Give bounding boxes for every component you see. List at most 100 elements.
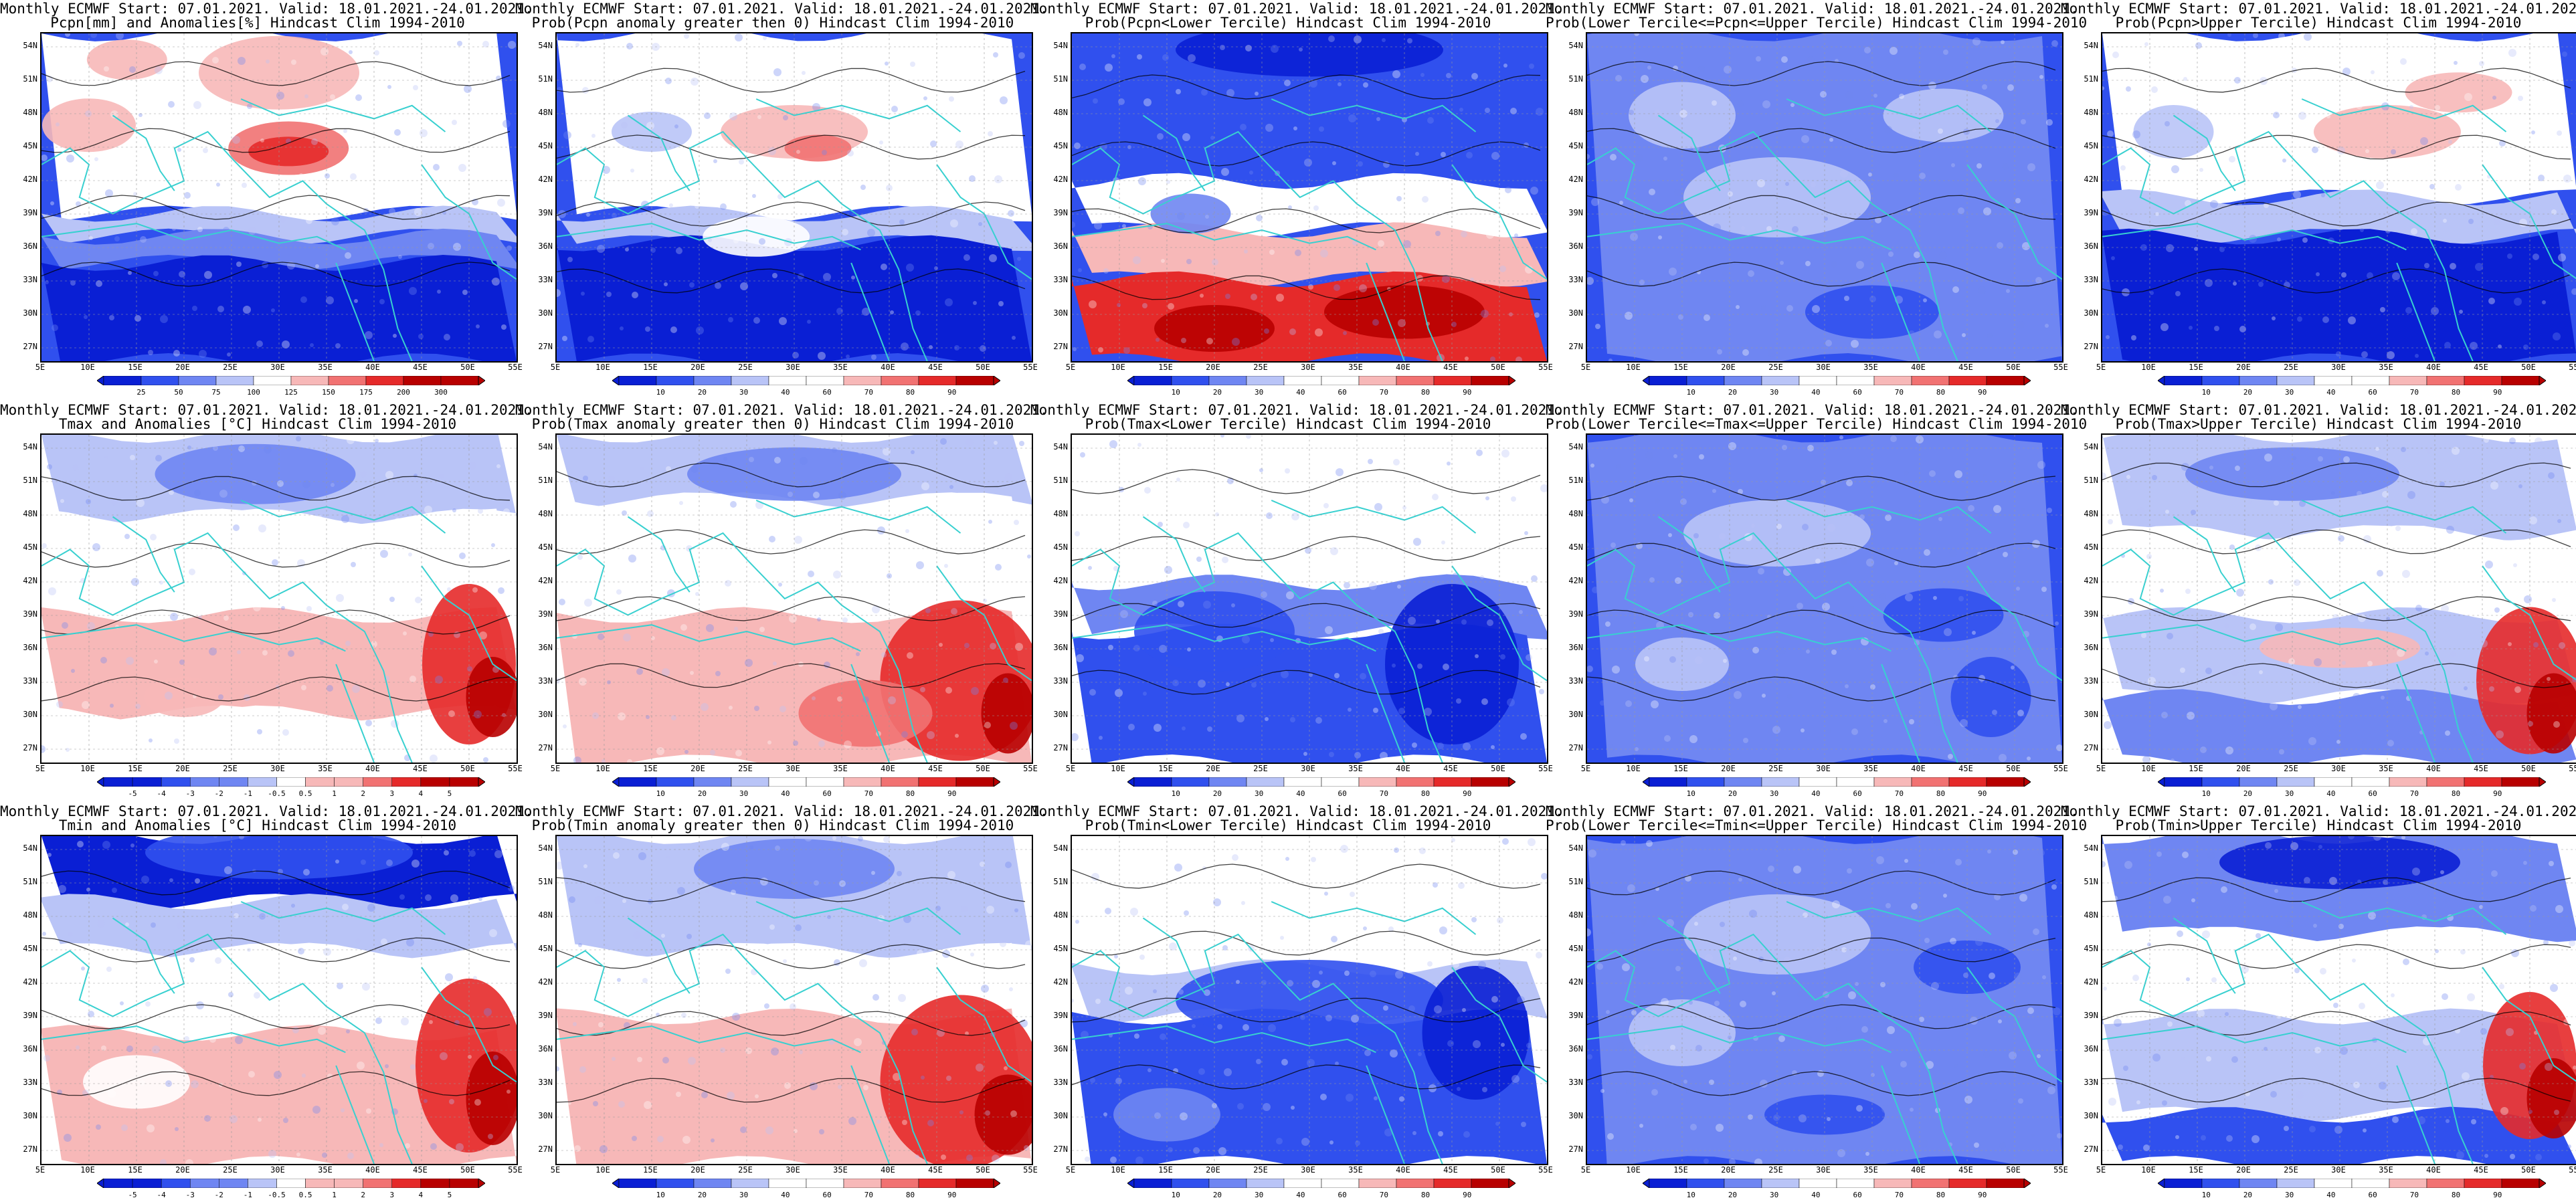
latitude-label: 36N — [1568, 643, 1583, 652]
colorbar-label: -2 — [214, 789, 223, 798]
latitude-label: 36N — [23, 1044, 37, 1054]
longitude-label: 5E — [550, 363, 561, 372]
longitude-label: 30E — [270, 363, 285, 372]
latitude-label: 48N — [2084, 108, 2098, 117]
longitude-label: 20E — [175, 1165, 190, 1175]
latitude-label: 45N — [2084, 944, 2098, 953]
longitude-label: 10E — [1626, 764, 1641, 773]
colorbar-label: 10 — [656, 1191, 665, 1199]
longitude-label: 25E — [223, 363, 238, 372]
latitude-label: 33N — [1568, 676, 1583, 686]
latitude-label: 36N — [1568, 1044, 1583, 1054]
colorbar-label: 40 — [781, 388, 790, 397]
colorbar-label: 40 — [1296, 1191, 1305, 1199]
longitude-label: 45E — [1958, 1165, 1973, 1175]
colorbar-label: 30 — [1255, 1191, 1264, 1199]
colorbar — [1127, 1179, 1515, 1188]
colorbar-label: 40 — [1296, 388, 1305, 397]
longitude-label: 40E — [1396, 1165, 1410, 1175]
forecast-panel: Monthly ECMWF Start: 07.01.2021. Valid: … — [515, 401, 1048, 803]
longitude-label: 50E — [460, 764, 475, 773]
latitude-label: 30N — [2084, 710, 2098, 719]
colorbar-label: 80 — [2451, 388, 2461, 397]
latitude-label: 45N — [538, 141, 553, 150]
map-field — [1071, 835, 1548, 1165]
latitude-label: 36N — [2084, 1044, 2098, 1054]
longitude-label: 25E — [738, 764, 753, 773]
forecast-panel: Monthly ECMWF Start: 07.01.2021. Valid: … — [2061, 401, 2576, 803]
latitude-label: 48N — [23, 910, 37, 920]
latitude-label: 36N — [2084, 643, 2098, 652]
colorbar-label: 150 — [322, 388, 335, 397]
latitude-label: 54N — [23, 41, 37, 50]
longitude-label: 5E — [35, 363, 45, 372]
latitude-label: 51N — [2084, 877, 2098, 886]
longitude-label: 20E — [691, 764, 705, 773]
colorbar-label: 90 — [1978, 789, 1987, 798]
colorbar-label: 10 — [2201, 388, 2211, 397]
map-field — [1071, 433, 1548, 764]
colorbar-label: 60 — [822, 388, 832, 397]
longitude-label: 30E — [786, 1165, 800, 1175]
longitude-label: 55E — [1538, 764, 1553, 773]
colorbar-label: 60 — [1853, 1191, 1862, 1199]
colorbar-label: 60 — [1338, 789, 1347, 798]
colorbar-label: -2 — [214, 1191, 223, 1199]
colorbar-label: 60 — [822, 1191, 832, 1199]
latitude-label: 33N — [538, 1078, 553, 1087]
colorbar-label: 40 — [1811, 1191, 1821, 1199]
panel-title-line1: Monthly ECMWF Start: 07.01.2021. Valid: … — [1030, 1, 1564, 17]
map-field — [40, 32, 518, 363]
panel-title-line1: Monthly ECMWF Start: 07.01.2021. Valid: … — [0, 402, 533, 418]
longitude-label: 35E — [1348, 1165, 1363, 1175]
panel-title-line2: Prob(Lower Tercile<=Pcpn<=Upper Tercile)… — [1546, 15, 2088, 31]
longitude-label: 50E — [2521, 1165, 2536, 1175]
colorbar-label: 90 — [1978, 388, 1987, 397]
map-field — [40, 433, 518, 764]
colorbar-label: 20 — [1212, 1191, 1222, 1199]
colorbar-label: 70 — [1379, 388, 1388, 397]
colorbar-label: 40 — [2326, 789, 2336, 798]
latitude-label: 30N — [23, 710, 37, 719]
latitude-label: 54N — [2084, 41, 2098, 50]
latitude-label: 48N — [23, 509, 37, 518]
colorbar-label: 60 — [2368, 1191, 2377, 1199]
latitude-label: 39N — [1568, 1011, 1583, 1020]
longitude-label: 55E — [1023, 764, 1038, 773]
forecast-panel: Monthly ECMWF Start: 07.01.2021. Valid: … — [1030, 0, 1564, 401]
latitude-label: 27N — [2084, 743, 2098, 752]
colorbar-label: 20 — [2243, 1191, 2253, 1199]
latitude-label: 33N — [2084, 275, 2098, 284]
longitude-label: 35E — [1348, 764, 1363, 773]
forecast-panel: Monthly ECMWF Start: 07.01.2021. Valid: … — [1030, 401, 1564, 803]
forecast-panel: Monthly ECMWF Start: 07.01.2021. Valid: … — [0, 803, 533, 1204]
longitude-label: 30E — [1301, 764, 1315, 773]
longitude-label: 50E — [460, 363, 475, 372]
longitude-label: 30E — [2331, 1165, 2346, 1175]
latitude-label: 39N — [1053, 1011, 1068, 1020]
latitude-label: 48N — [2084, 509, 2098, 518]
colorbar-label: 80 — [2451, 789, 2461, 798]
longitude-label: 55E — [1023, 1165, 1038, 1175]
latitude-label: 30N — [1053, 710, 1068, 719]
colorbar — [1127, 376, 1515, 385]
longitude-label: 25E — [1253, 1165, 1268, 1175]
colorbar-label: 0.5 — [298, 1191, 312, 1199]
longitude-label: 55E — [2569, 764, 2576, 773]
latitude-label: 36N — [2084, 241, 2098, 251]
colorbar-label: 60 — [2368, 789, 2377, 798]
panel-title-line1: Monthly ECMWF Start: 07.01.2021. Valid: … — [1030, 803, 1564, 819]
panel-title-line1: Monthly ECMWF Start: 07.01.2021. Valid: … — [2061, 803, 2576, 819]
latitude-label: 30N — [538, 1111, 553, 1120]
latitude-label: 48N — [1568, 509, 1583, 518]
longitude-label: 40E — [881, 363, 895, 372]
longitude-label: 15E — [128, 1165, 143, 1175]
latitude-label: 45N — [1053, 944, 1068, 953]
map-field — [555, 433, 1033, 764]
colorbar-label: 20 — [2243, 789, 2253, 798]
longitude-label: 20E — [1206, 1165, 1220, 1175]
panel-title-line1: Monthly ECMWF Start: 07.01.2021. Valid: … — [0, 803, 533, 819]
colorbar-label: 10 — [656, 388, 665, 397]
colorbar-label: -3 — [185, 789, 195, 798]
colorbar-label: 1 — [332, 789, 337, 798]
